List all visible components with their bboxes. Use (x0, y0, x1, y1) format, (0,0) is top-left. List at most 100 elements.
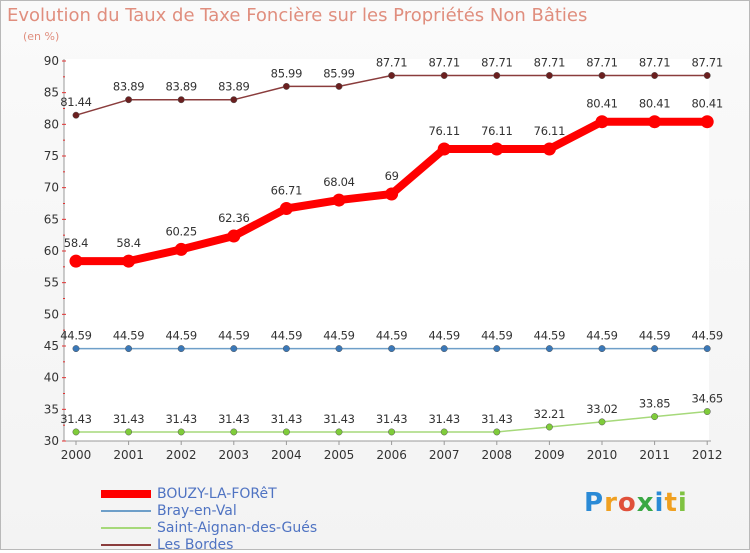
data-point (440, 428, 448, 436)
legend-swatch-bray (101, 509, 151, 512)
x-tick-label: 2001 (113, 448, 144, 462)
x-tick-label: 2006 (376, 448, 407, 462)
data-point (332, 193, 346, 207)
data-point (279, 202, 293, 216)
data-point (282, 82, 290, 90)
data-label: 44.59 (271, 329, 302, 343)
data-label: 83.89 (165, 80, 196, 94)
x-tick-label: 2002 (166, 448, 197, 462)
data-label: 32.21 (534, 407, 565, 421)
data-label: 31.43 (60, 412, 91, 426)
logo-letter: o (617, 488, 637, 518)
data-point (282, 345, 290, 353)
data-label: 80.41 (586, 97, 617, 111)
legend-label-les-bordes: Les Bordes (157, 536, 234, 553)
y-tick-label: 70 (44, 181, 59, 195)
y-tick-label: 45 (44, 339, 59, 353)
x-tick-label: 2009 (534, 448, 565, 462)
x-tick-label: 2004 (271, 448, 302, 462)
data-label: 44.59 (586, 329, 617, 343)
data-point (335, 345, 343, 353)
y-tick-label: 90 (44, 54, 59, 68)
logo-letter: i (654, 488, 665, 518)
data-point (72, 428, 80, 436)
data-point (493, 72, 501, 79)
data-point (174, 242, 188, 256)
data-point (388, 72, 396, 79)
data-label: 87.71 (534, 56, 565, 70)
legend: BOUZY-LA-FORêT Bray-en-Val Saint-Aignan-… (101, 485, 317, 553)
data-label: 44.59 (165, 329, 196, 343)
data-point (72, 345, 80, 353)
data-point (230, 345, 238, 353)
data-label: 83.89 (218, 80, 249, 94)
data-point (125, 96, 133, 104)
data-label: 44.59 (218, 329, 249, 343)
data-point (437, 142, 451, 156)
data-label: 44.59 (113, 329, 144, 343)
data-point (125, 428, 133, 436)
data-label: 31.43 (428, 412, 459, 426)
data-point (493, 428, 501, 436)
data-label: 44.59 (428, 329, 459, 343)
data-label: 44.59 (323, 329, 354, 343)
data-point (598, 345, 606, 353)
legend-label-bouzy: BOUZY-LA-FORêT (157, 485, 277, 502)
data-label: 34.65 (691, 392, 722, 406)
data-label: 33.02 (586, 402, 617, 416)
data-point (703, 345, 711, 353)
data-label: 31.43 (481, 412, 512, 426)
legend-item-bray: Bray-en-Val (101, 502, 317, 519)
data-label: 31.43 (376, 412, 407, 426)
y-axis-unit: (en %) (23, 30, 60, 43)
data-point (440, 72, 448, 79)
data-point (490, 142, 504, 156)
legend-item-les-bordes: Les Bordes (101, 536, 317, 553)
legend-swatch-les-bordes (101, 543, 151, 546)
x-tick-label: 2005 (324, 448, 355, 462)
data-label: 80.41 (639, 97, 670, 111)
data-label: 62.36 (218, 211, 249, 225)
data-label: 31.43 (271, 412, 302, 426)
data-label: 83.89 (113, 80, 144, 94)
x-tick-label: 2008 (482, 448, 513, 462)
data-label: 81.44 (60, 95, 91, 109)
data-point (125, 345, 133, 353)
data-label: 31.43 (165, 412, 196, 426)
data-point (440, 345, 448, 353)
logo-letter: P (584, 488, 605, 518)
data-point (282, 428, 290, 436)
data-label: 69 (385, 169, 399, 183)
logo-letter: i (677, 488, 688, 518)
data-label: 76.11 (534, 124, 565, 138)
data-point (230, 428, 238, 436)
proxiti-logo: Proxiti (584, 488, 688, 518)
x-tick-label: 2000 (61, 448, 92, 462)
data-label: 87.71 (481, 56, 512, 70)
data-label: 44.59 (639, 329, 670, 343)
data-point (177, 428, 185, 436)
data-label: 44.59 (534, 329, 565, 343)
data-point (545, 72, 553, 79)
y-tick-label: 80 (44, 117, 59, 131)
data-label: 58.4 (64, 236, 88, 250)
legend-swatch-bouzy (101, 489, 151, 498)
data-point (335, 428, 343, 436)
data-point (388, 428, 396, 436)
data-label: 87.71 (428, 56, 459, 70)
data-point (493, 345, 501, 353)
logo-letter: r (604, 488, 618, 518)
data-label: 85.99 (271, 66, 302, 80)
data-label: 87.71 (639, 56, 670, 70)
data-point (648, 115, 662, 129)
data-label: 87.71 (691, 56, 722, 70)
data-point (227, 229, 241, 243)
x-tick-label: 2003 (219, 448, 250, 462)
logo-letter: x (636, 488, 655, 518)
data-label: 58.4 (116, 236, 140, 250)
data-point (703, 72, 711, 79)
data-label: 60.25 (165, 224, 196, 238)
data-point (72, 111, 80, 119)
data-label: 87.71 (586, 56, 617, 70)
